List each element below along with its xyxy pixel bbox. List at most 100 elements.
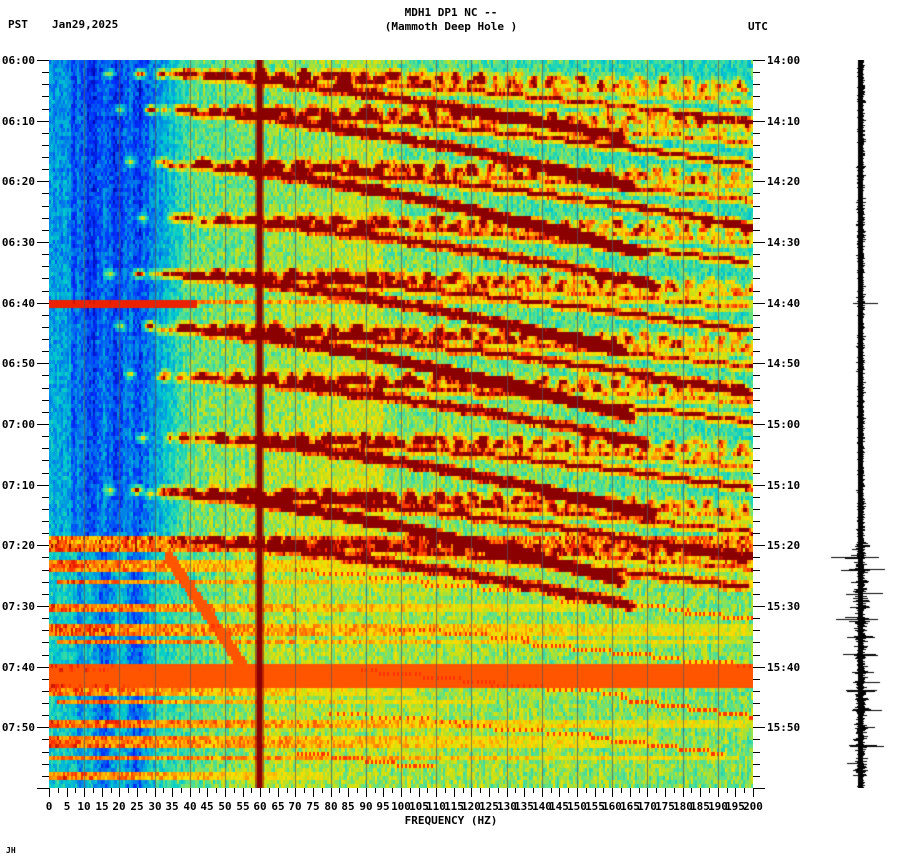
time-tick-minor — [42, 266, 49, 267]
time-tick-minor — [42, 327, 49, 328]
freq-tick-minor — [339, 788, 340, 793]
time-tick-minor — [42, 315, 49, 316]
time-tick-minor — [42, 594, 49, 595]
time-tick-major — [753, 545, 765, 546]
freq-tick-minor — [603, 788, 604, 793]
time-tick-minor — [753, 509, 760, 510]
time-tick-minor — [753, 497, 760, 498]
freq-tick-label: 65 — [271, 800, 285, 813]
time-tick-minor — [42, 278, 49, 279]
freq-tick-minor — [515, 788, 516, 793]
time-tick-minor — [42, 642, 49, 643]
time-tick-minor — [42, 72, 49, 73]
freq-tick-label: 105 — [409, 800, 429, 813]
freq-tick-minor — [727, 788, 728, 793]
freq-tick-label: 85 — [341, 800, 355, 813]
freq-tick-label: 25 — [130, 800, 144, 813]
time-label-left: 06:20 — [1, 175, 35, 188]
freq-tick-label: 35 — [165, 800, 179, 813]
freq-tick-major — [331, 788, 332, 797]
time-tick-minor — [753, 169, 760, 170]
freq-tick-major — [559, 788, 560, 797]
time-label-left: 06:00 — [1, 54, 35, 67]
time-tick-minor — [753, 655, 760, 656]
time-tick-minor — [42, 206, 49, 207]
time-tick-major — [37, 303, 49, 304]
freq-tick-minor — [128, 788, 129, 793]
freq-tick-minor — [568, 788, 569, 793]
freq-tick-major — [753, 788, 754, 797]
freq-tick-label: 75 — [306, 800, 320, 813]
freq-tick-major — [295, 788, 296, 797]
time-tick-minor — [753, 630, 760, 631]
time-tick-minor — [753, 594, 760, 595]
freq-tick-minor — [146, 788, 147, 793]
freq-tick-minor — [375, 788, 376, 793]
time-tick-minor — [42, 509, 49, 510]
time-tick-minor — [42, 703, 49, 704]
freq-tick-label: 180 — [673, 800, 693, 813]
freq-tick-major — [630, 788, 631, 797]
time-tick-minor — [753, 266, 760, 267]
time-tick-minor — [42, 339, 49, 340]
time-tick-minor — [42, 655, 49, 656]
freq-tick-minor — [269, 788, 270, 793]
corner-mark: JH — [6, 846, 16, 855]
time-tick-minor — [753, 412, 760, 413]
time-tick-minor — [753, 218, 760, 219]
time-tick-minor — [753, 533, 760, 534]
time-label-right: 14:20 — [767, 175, 801, 188]
freq-tick-major — [489, 788, 490, 797]
time-tick-minor — [753, 145, 760, 146]
time-label-left: 06:50 — [1, 357, 35, 370]
freq-tick-label: 130 — [497, 800, 517, 813]
freq-tick-label: 80 — [324, 800, 338, 813]
freq-tick-minor — [639, 788, 640, 793]
freq-tick-major — [49, 788, 50, 797]
time-tick-minor — [753, 315, 760, 316]
freq-tick-minor — [410, 788, 411, 793]
time-tick-minor — [753, 703, 760, 704]
time-tick-minor — [753, 254, 760, 255]
time-tick-minor — [753, 96, 760, 97]
time-tick-minor — [753, 375, 760, 376]
time-tick-major — [37, 60, 49, 61]
time-label-left: 06:10 — [1, 115, 35, 128]
time-tick-minor — [42, 436, 49, 437]
freq-tick-minor — [621, 788, 622, 793]
time-label-left: 07:40 — [1, 661, 35, 674]
freq-tick-major — [577, 788, 578, 797]
time-label-right: 15:40 — [767, 661, 801, 674]
freq-tick-label: 10 — [77, 800, 91, 813]
freq-tick-label: 20 — [112, 800, 126, 813]
time-tick-minor — [753, 557, 760, 558]
time-tick-major — [753, 363, 765, 364]
freq-tick-major — [260, 788, 261, 797]
freq-tick-major — [190, 788, 191, 797]
time-label-right: 15:10 — [767, 479, 801, 492]
time-tick-minor — [42, 618, 49, 619]
time-tick-minor — [42, 230, 49, 231]
freq-tick-label: 145 — [549, 800, 569, 813]
time-tick-minor — [42, 460, 49, 461]
freq-tick-minor — [93, 788, 94, 793]
freq-tick-label: 120 — [461, 800, 481, 813]
freq-tick-major — [735, 788, 736, 797]
freq-tick-label: 185 — [690, 800, 710, 813]
freq-tick-major — [172, 788, 173, 797]
date-label: Jan29,2025 — [52, 18, 119, 31]
time-tick-major — [37, 424, 49, 425]
time-tick-major — [753, 485, 765, 486]
time-tick-minor — [42, 630, 49, 631]
freq-tick-major — [436, 788, 437, 797]
freq-tick-major — [419, 788, 420, 797]
time-tick-minor — [42, 497, 49, 498]
freq-tick-label: 110 — [426, 800, 446, 813]
time-tick-minor — [753, 570, 760, 571]
spectrogram-plot[interactable] — [49, 60, 753, 788]
time-tick-major — [753, 303, 765, 304]
time-tick-minor — [42, 145, 49, 146]
time-label-left: 06:30 — [1, 236, 35, 249]
time-tick-minor — [42, 764, 49, 765]
freq-tick-major — [718, 788, 719, 797]
